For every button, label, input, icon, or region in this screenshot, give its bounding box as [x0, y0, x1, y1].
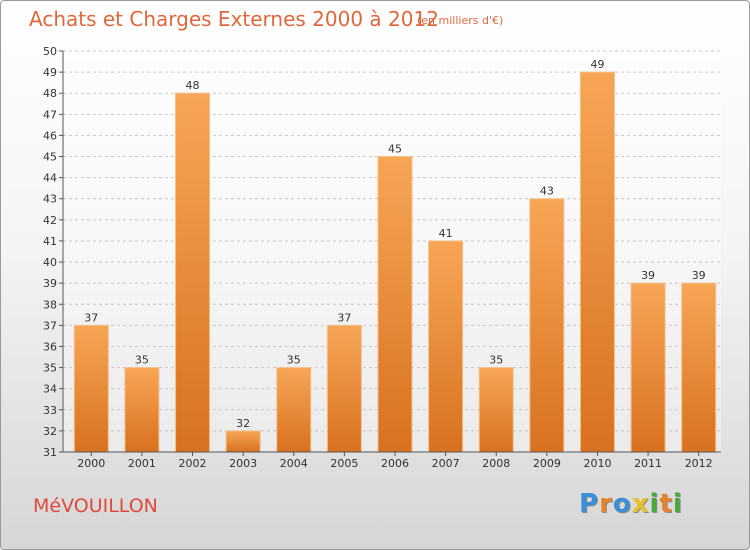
commune-name: MéVOUILLON: [33, 495, 158, 517]
x-tick-label: 2005: [330, 457, 358, 470]
bar: [175, 92, 211, 453]
bar-value-label: 49: [590, 58, 604, 71]
bar-value-label: 43: [540, 185, 554, 198]
x-tick-label: 2011: [634, 457, 662, 470]
bar: [630, 282, 666, 453]
logo-letter: t: [659, 489, 673, 519]
bar: [681, 282, 717, 453]
y-tick-label: 32: [43, 425, 57, 438]
bar-value-label: 39: [641, 269, 655, 282]
y-tick-label: 34: [43, 383, 57, 396]
y-tick-label: 37: [43, 319, 57, 332]
bar-value-label: 41: [439, 227, 453, 240]
x-tick-label: 2006: [381, 457, 409, 470]
bar-value-label: 32: [236, 417, 250, 430]
y-tick-label: 31: [43, 446, 57, 459]
bar: [225, 430, 261, 453]
x-tick-label: 2001: [128, 457, 156, 470]
bar: [579, 71, 615, 453]
bar-value-label: 37: [337, 311, 351, 324]
bars: [73, 71, 717, 453]
y-tick-label: 40: [43, 256, 57, 269]
bar-value-label: 39: [692, 269, 706, 282]
y-tick-label: 33: [43, 404, 57, 417]
logo-letter: o: [612, 489, 632, 519]
logo-letter: i: [649, 489, 660, 519]
y-tick-label: 48: [43, 87, 57, 100]
y-tick-label: 49: [43, 66, 57, 79]
y-tick-label: 45: [43, 151, 57, 164]
logo-letter: r: [599, 489, 613, 519]
x-tick-label: 2009: [533, 457, 561, 470]
bar: [326, 324, 362, 453]
y-tick-label: 38: [43, 298, 57, 311]
bar-value-label: 35: [135, 354, 149, 367]
bar: [124, 367, 160, 453]
bar-value-label: 37: [84, 311, 98, 324]
x-tick-label: 2000: [77, 457, 105, 470]
bar-value-label: 35: [489, 354, 503, 367]
bar-value-label: 35: [287, 354, 301, 367]
y-tick-label: 42: [43, 214, 57, 227]
bar: [377, 156, 413, 453]
bar: [478, 367, 514, 453]
bar: [73, 324, 109, 453]
y-tick-label: 35: [43, 362, 57, 375]
bar: [276, 367, 312, 453]
y-tick-label: 39: [43, 277, 57, 290]
x-tick-label: 2002: [179, 457, 207, 470]
x-tick-label: 2003: [229, 457, 257, 470]
bar-value-label: 48: [186, 79, 200, 92]
bar-value-label: 45: [388, 143, 402, 156]
y-tick-label: 46: [43, 129, 57, 142]
y-tick-label: 47: [43, 108, 57, 121]
proxiti-logo: Proxiti: [579, 489, 683, 519]
chart-title: Achats et Charges Externes 2000 à 2012: [29, 7, 439, 31]
x-tick-label: 2010: [583, 457, 611, 470]
chart-subtitle: (en milliers d'€): [417, 14, 504, 27]
y-tick-label: 50: [43, 45, 57, 58]
bar: [428, 240, 464, 453]
y-tick-label: 44: [43, 172, 57, 185]
x-tick-label: 2007: [432, 457, 460, 470]
x-tick-label: 2004: [280, 457, 308, 470]
x-tick-label: 2012: [685, 457, 713, 470]
y-tick-label: 36: [43, 340, 57, 353]
bar: [529, 198, 565, 453]
logo-letter: x: [631, 489, 650, 519]
logo-letter: P: [579, 489, 600, 519]
y-tick-label: 43: [43, 193, 57, 206]
logo-letter: i: [672, 489, 683, 519]
y-tick-label: 41: [43, 235, 57, 248]
x-tick-label: 2008: [482, 457, 510, 470]
axes: 31 32 33 34 35 36 37 38 39 40 41 42 43 44 45 46 47 48 49 50…: [43, 45, 721, 470]
